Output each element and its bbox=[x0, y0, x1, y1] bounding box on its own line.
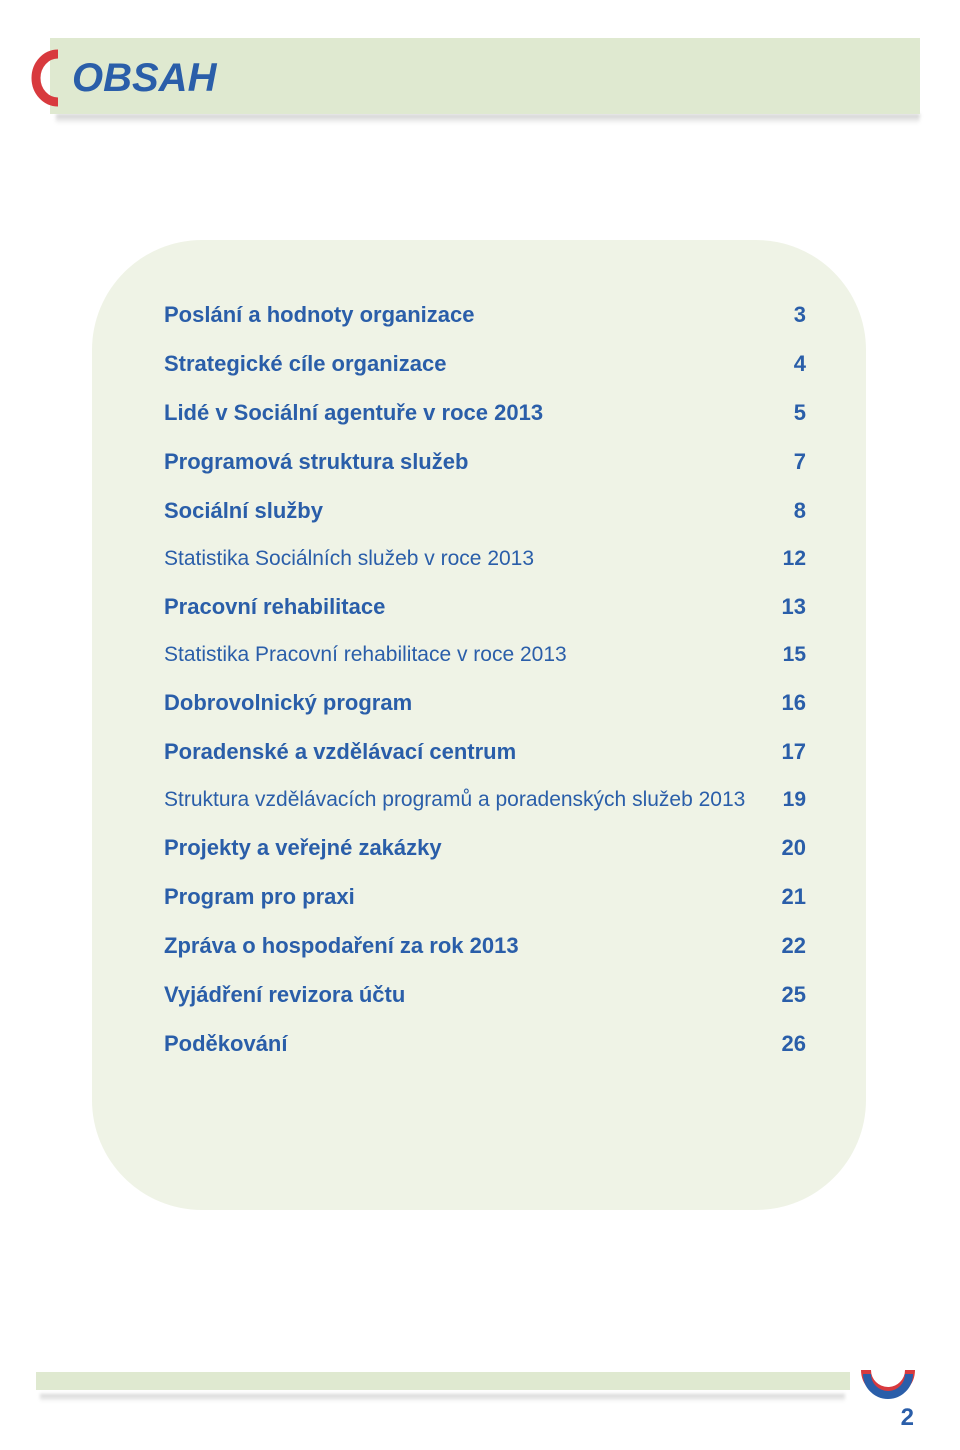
toc-item-page: 16 bbox=[764, 690, 806, 716]
c-bracket-icon bbox=[28, 48, 68, 108]
toc-item-page: 12 bbox=[764, 547, 806, 571]
footer-band-shadow bbox=[40, 1394, 845, 1402]
toc-item-page: 25 bbox=[764, 982, 806, 1008]
toc-row[interactable]: Lidé v Sociální agentuře v roce 2013 5 bbox=[164, 400, 806, 426]
top-banner-shadow bbox=[55, 114, 920, 124]
toc-row[interactable]: Sociální služby 8 bbox=[164, 498, 806, 524]
toc-item-label: Vyjádření revizora účtu bbox=[164, 982, 405, 1008]
toc-item-page: 17 bbox=[764, 739, 806, 765]
toc-item-label: Poradenské a vzdělávací centrum bbox=[164, 739, 516, 765]
toc-row[interactable]: Statistika Sociálních služeb v roce 2013… bbox=[164, 547, 806, 571]
toc-item-label: Pracovní rehabilitace bbox=[164, 594, 385, 620]
toc-item-label: Zpráva o hospodaření za rok 2013 bbox=[164, 933, 519, 959]
toc-row[interactable]: Zpráva o hospodaření za rok 2013 22 bbox=[164, 933, 806, 959]
toc-item-label: Sociální služby bbox=[164, 498, 323, 524]
toc-item-page: 26 bbox=[764, 1031, 806, 1057]
toc-row[interactable]: Strategické cíle organizace 4 bbox=[164, 351, 806, 377]
page-number: 2 bbox=[901, 1404, 914, 1432]
toc-row[interactable]: Program pro praxi 21 bbox=[164, 884, 806, 910]
toc-item-page: 13 bbox=[764, 594, 806, 620]
toc-item-page: 15 bbox=[764, 643, 806, 667]
toc-row[interactable]: Programová struktura služeb 7 bbox=[164, 449, 806, 475]
toc-row[interactable]: Poděkování 26 bbox=[164, 1031, 806, 1057]
toc-row[interactable]: Statistika Pracovní rehabilitace v roce … bbox=[164, 643, 806, 667]
toc-item-label: Strategické cíle organizace bbox=[164, 351, 446, 377]
toc-item-label: Poslání a hodnoty organizace bbox=[164, 302, 475, 328]
smile-icon bbox=[860, 1366, 916, 1402]
toc-item-label: Dobrovolnický program bbox=[164, 690, 412, 716]
toc-item-page: 3 bbox=[764, 302, 806, 328]
toc-item-label: Struktura vzdělávacích programů a porade… bbox=[164, 788, 745, 812]
toc-row[interactable]: Dobrovolnický program 16 bbox=[164, 690, 806, 716]
toc-row[interactable]: Pracovní rehabilitace 13 bbox=[164, 594, 806, 620]
toc-card: Poslání a hodnoty organizace 3 Strategické… bbox=[92, 240, 866, 1210]
toc-item-page: 20 bbox=[764, 835, 806, 861]
toc-item-page: 21 bbox=[764, 884, 806, 910]
toc-item-label: Statistika Sociálních služeb v roce 2013 bbox=[164, 547, 534, 571]
toc-item-page: 5 bbox=[764, 400, 806, 426]
toc-item-label: Lidé v Sociální agentuře v roce 2013 bbox=[164, 400, 543, 426]
toc-item-page: 19 bbox=[764, 788, 806, 812]
toc-row[interactable]: Vyjádření revizora účtu 25 bbox=[164, 982, 806, 1008]
toc-item-page: 22 bbox=[764, 933, 806, 959]
toc-row[interactable]: Poslání a hodnoty organizace 3 bbox=[164, 302, 806, 328]
toc-row[interactable]: Projekty a veřejné zakázky 20 bbox=[164, 835, 806, 861]
toc-item-page: 4 bbox=[764, 351, 806, 377]
toc-item-label: Program pro praxi bbox=[164, 884, 355, 910]
page-title: OBSAH bbox=[72, 56, 216, 101]
toc-item-label: Programová struktura služeb bbox=[164, 449, 468, 475]
toc-item-label: Statistika Pracovní rehabilitace v roce … bbox=[164, 643, 567, 667]
toc-item-label: Poděkování bbox=[164, 1031, 287, 1057]
page-title-wrap: OBSAH bbox=[28, 48, 216, 108]
toc-list: Poslání a hodnoty organizace 3 Strategické… bbox=[164, 302, 806, 1080]
toc-item-page: 8 bbox=[764, 498, 806, 524]
toc-item-page: 7 bbox=[764, 449, 806, 475]
toc-item-label: Projekty a veřejné zakázky bbox=[164, 835, 442, 861]
footer-band bbox=[36, 1372, 850, 1390]
toc-row[interactable]: Poradenské a vzdělávací centrum 17 bbox=[164, 739, 806, 765]
toc-row[interactable]: Struktura vzdělávacích programů a porade… bbox=[164, 788, 806, 812]
